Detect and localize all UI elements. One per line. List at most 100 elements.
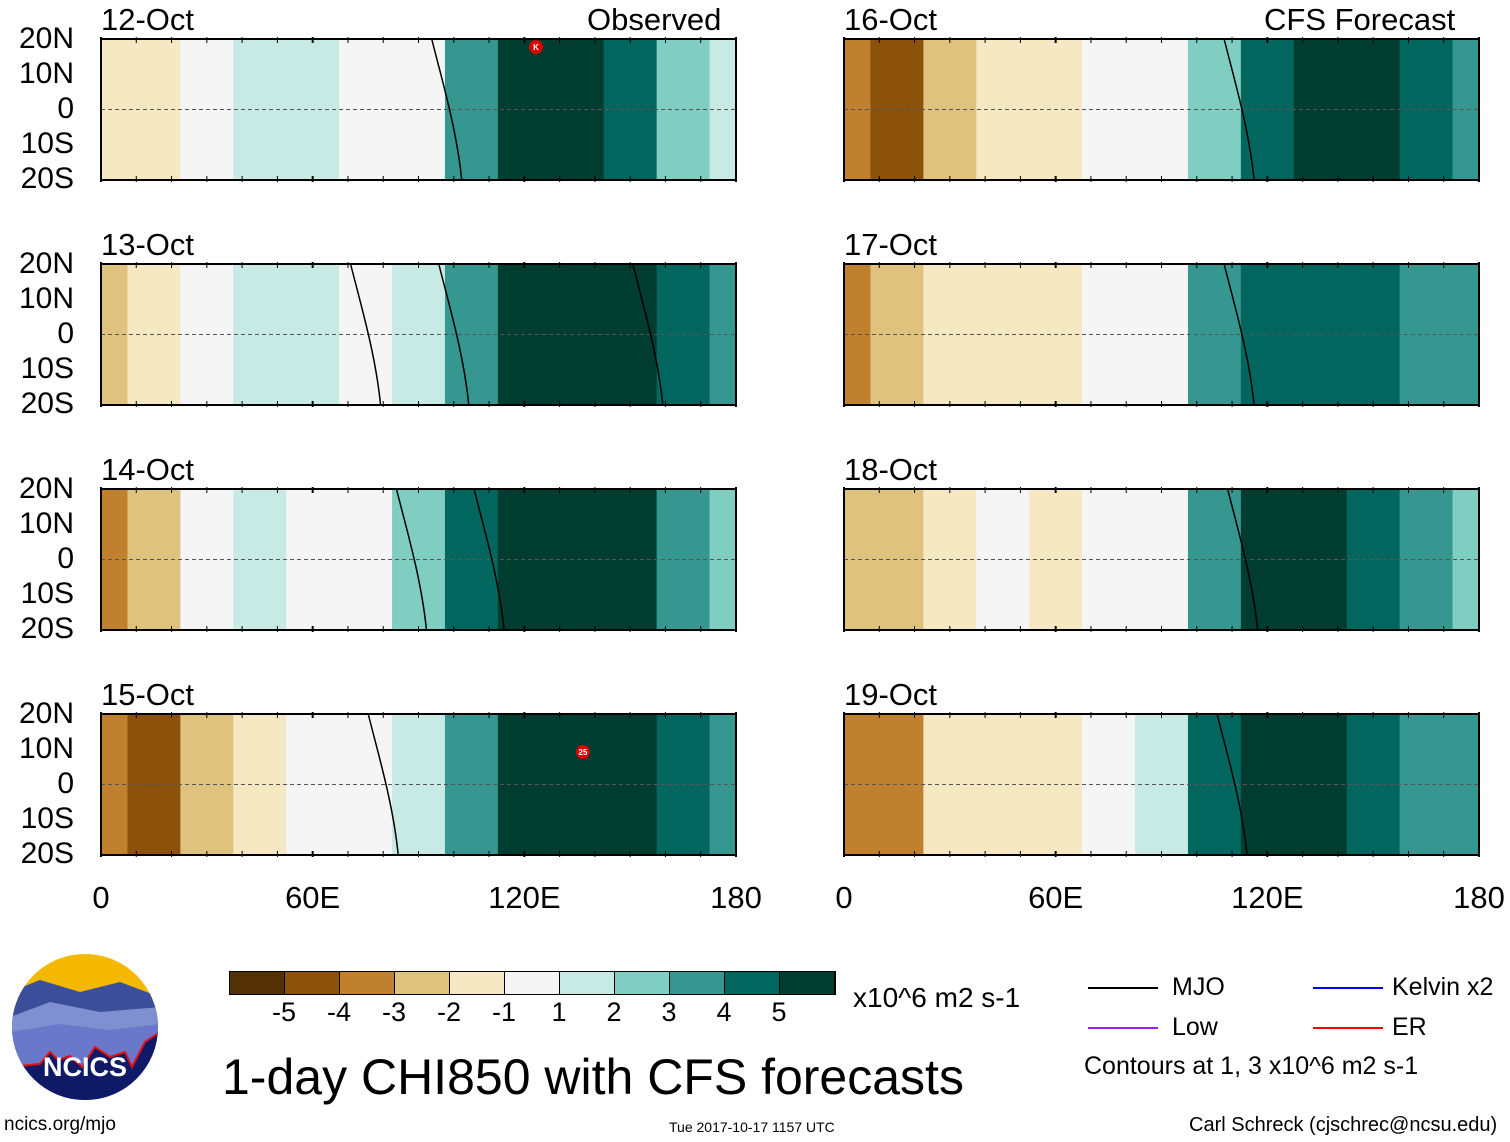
- colorbar-label: -4: [326, 997, 351, 1027]
- map-panel: [100, 487, 737, 632]
- legend-label-kelvin: Kelvin x2: [1392, 973, 1494, 1001]
- colorbar: [229, 971, 836, 995]
- map-panel: 25: [100, 712, 737, 857]
- lat-label: 0: [57, 92, 74, 125]
- map-panel: [843, 37, 1480, 182]
- author-credit: Carl Schreck (cjschrec@ncsu.edu): [1189, 1114, 1498, 1136]
- mjo-contour: [430, 38, 463, 181]
- mjo-contour: [438, 263, 470, 406]
- units-label: x10^6 m2 s-1: [853, 982, 1021, 1013]
- map-panel: K: [100, 37, 737, 182]
- colorbar-swatch: [340, 972, 395, 994]
- lat-label: 10N: [18, 507, 74, 540]
- legend-label-low: Low: [1172, 1013, 1218, 1041]
- colorbar-swatch: [450, 972, 505, 994]
- colorbar-label: -5: [271, 997, 296, 1027]
- colorbar-swatch: [670, 972, 725, 994]
- ncics-logo: NCICS: [12, 954, 158, 1100]
- storm-marker-icon: [529, 40, 543, 54]
- map-panel: [843, 487, 1480, 632]
- panel-frame: [843, 263, 1480, 406]
- mjo-contour: [395, 488, 428, 631]
- panel-frame: [843, 713, 1480, 856]
- website-text: ncics.org/mjo: [4, 1114, 116, 1135]
- mjo-contour: [1223, 38, 1255, 181]
- map-panel: [843, 262, 1480, 407]
- colorbar-swatch: [725, 972, 780, 994]
- timestamp: Tue 2017-10-17 1157 UTC: [669, 1119, 835, 1135]
- colorbar-label: 5: [771, 997, 787, 1027]
- colorbar-label: -1: [491, 997, 516, 1027]
- lon-label: 180: [710, 880, 762, 915]
- panel-date: 19-Oct: [844, 677, 938, 712]
- colorbar-swatch: [560, 972, 615, 994]
- lat-label: 0: [57, 542, 74, 575]
- forecast-label: CFS Forecast: [1264, 2, 1456, 37]
- panel-date: 12-Oct: [101, 2, 195, 37]
- lat-label: 10S: [20, 802, 74, 835]
- lon-label: 180: [1453, 880, 1505, 915]
- lat-label: 10N: [18, 732, 74, 765]
- lat-label: 20S: [20, 387, 74, 420]
- colorbar-label: -3: [381, 997, 406, 1027]
- lat-label: 0: [57, 767, 74, 800]
- legend-label-mjo: MJO: [1172, 973, 1225, 1001]
- legend-label-er: ER: [1392, 1013, 1427, 1041]
- lat-label: 20S: [20, 612, 74, 645]
- lat-label: 0: [57, 317, 74, 350]
- lon-label: 0: [835, 880, 853, 915]
- panel-date: 15-Oct: [101, 677, 195, 712]
- panel-frame: [100, 713, 737, 856]
- map-panel: [843, 712, 1480, 857]
- colorbar-swatch: [780, 972, 835, 994]
- colorbar-swatch: [230, 972, 285, 994]
- lat-label: 10S: [20, 127, 74, 160]
- map-panel: [100, 262, 737, 407]
- panel-date: 18-Oct: [844, 452, 938, 487]
- storm-marker-icon: [576, 745, 590, 759]
- colorbar-swatch: [285, 972, 340, 994]
- lon-label: 0: [92, 880, 110, 915]
- legend-line-kelvin: [1313, 987, 1383, 989]
- colorbar-swatch: [615, 972, 670, 994]
- panel-frame: [100, 38, 737, 181]
- lat-label: 20S: [20, 837, 74, 870]
- lat-label: 10S: [20, 352, 74, 385]
- mjo-contour: [1223, 263, 1255, 406]
- mjo-contour: [349, 263, 382, 406]
- panel-frame: [100, 488, 737, 631]
- storm-marker-label: K: [533, 43, 539, 52]
- colorbar-label: 3: [661, 997, 677, 1027]
- lat-label: 20N: [18, 472, 74, 505]
- panel-date: 17-Oct: [844, 227, 938, 262]
- lat-label: 20N: [18, 697, 74, 730]
- mjo-contour: [1216, 713, 1248, 856]
- mjo-contour: [367, 713, 399, 856]
- storm-marker-label: 25: [579, 748, 588, 757]
- colorbar-label: 1: [551, 997, 567, 1027]
- lat-label: 20S: [20, 162, 74, 195]
- mjo-contour: [473, 488, 505, 631]
- lon-label: 60E: [285, 880, 341, 915]
- lon-label: 120E: [1231, 880, 1304, 915]
- colorbar-label: 4: [716, 997, 732, 1027]
- contour-note: Contours at 1, 3 x10^6 m2 s-1: [1084, 1052, 1419, 1080]
- lat-label: 20N: [18, 22, 74, 55]
- mjo-contour: [1226, 488, 1259, 631]
- panel-date: 14-Oct: [101, 452, 195, 487]
- lat-label: 10N: [18, 57, 74, 90]
- observed-label: Observed: [587, 2, 722, 37]
- figure-title: 1-day CHI850 with CFS forecasts: [222, 1049, 964, 1105]
- lon-label: 60E: [1028, 880, 1084, 915]
- logo-text: NCICS: [43, 1052, 127, 1082]
- mjo-contour: [632, 263, 664, 406]
- lat-label: 10N: [18, 282, 74, 315]
- colorbar-label: 2: [606, 997, 622, 1027]
- panel-date: 13-Oct: [101, 227, 195, 262]
- panel-frame: [843, 38, 1480, 181]
- legend-line-low: [1088, 1027, 1158, 1029]
- panel-frame: [843, 488, 1480, 631]
- lat-label: 10S: [20, 577, 74, 610]
- colorbar-swatch: [505, 972, 560, 994]
- legend-line-mjo: [1088, 987, 1158, 989]
